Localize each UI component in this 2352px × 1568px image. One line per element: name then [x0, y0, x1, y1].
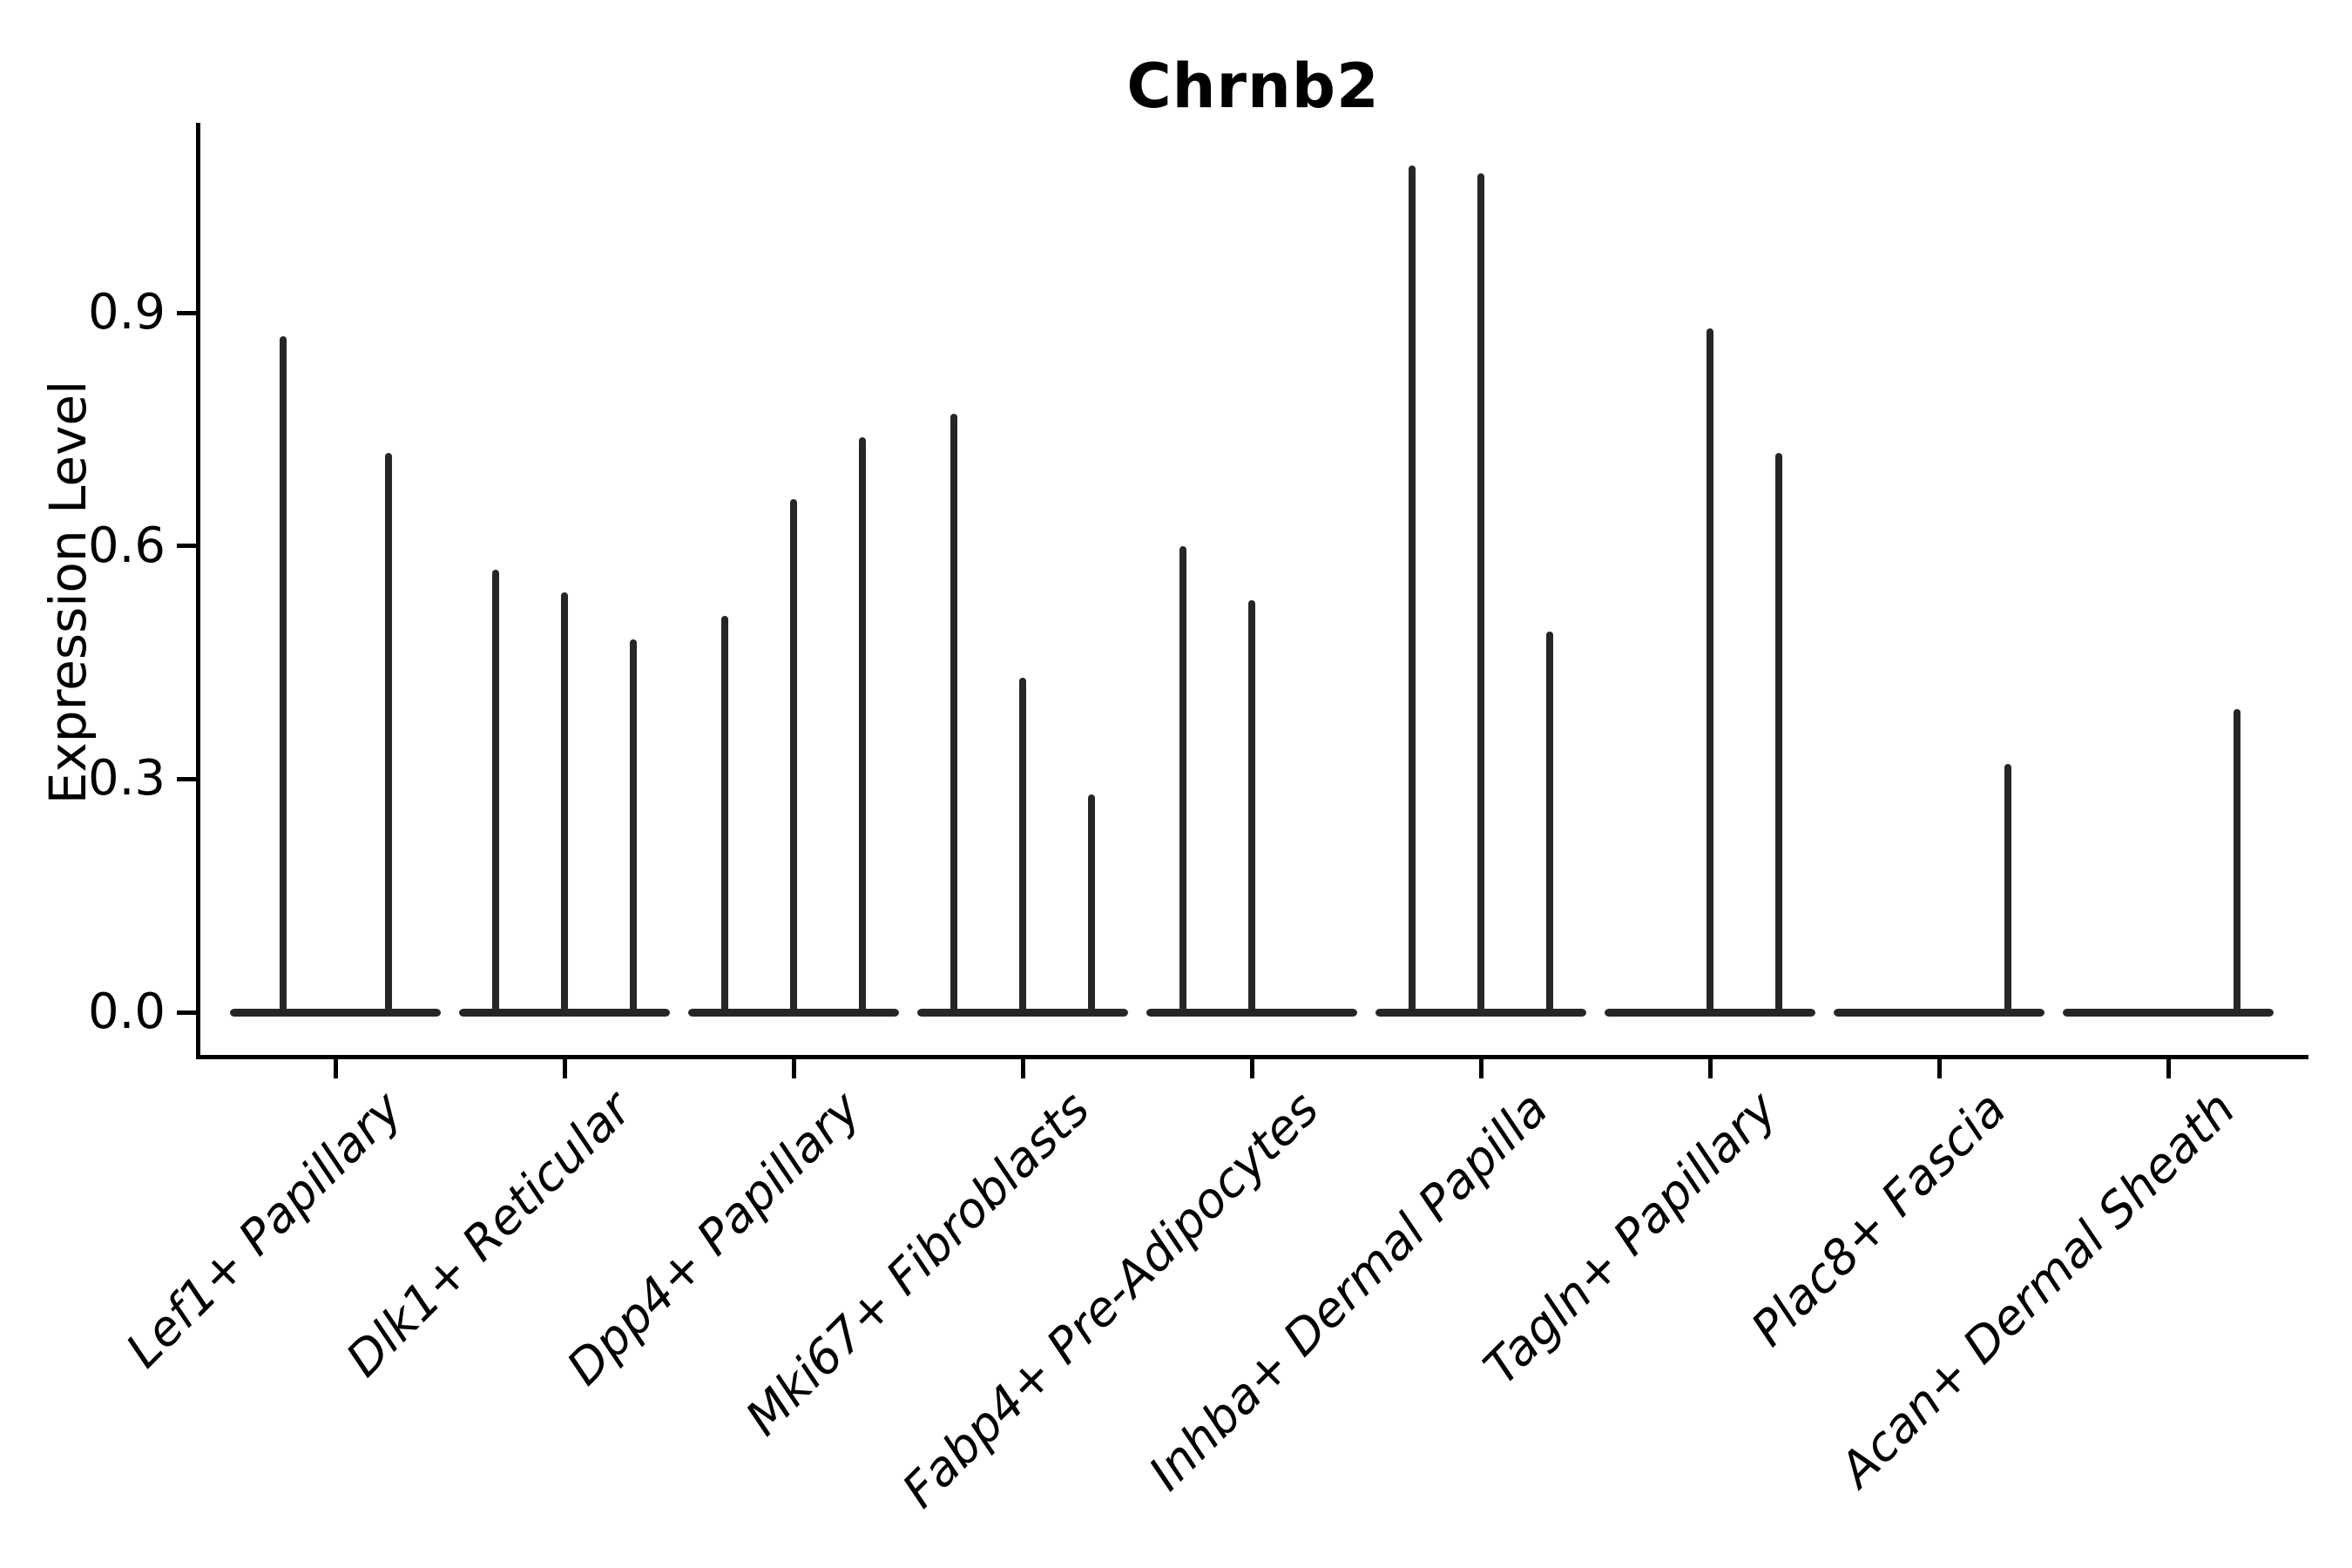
violin-spike — [561, 592, 568, 1012]
violin-spike — [1248, 600, 1255, 1012]
y-tick-label: 0.9 — [87, 284, 166, 341]
violin-spike — [721, 616, 728, 1012]
x-tick — [2166, 1059, 2171, 1078]
x-axis-spine — [196, 1055, 2308, 1059]
violin-spike — [280, 335, 287, 1012]
x-tick — [333, 1059, 338, 1078]
x-tick — [1478, 1059, 1484, 1078]
violin-base — [1605, 1008, 1815, 1017]
y-tick-label: 0.6 — [87, 517, 166, 574]
x-tick — [791, 1059, 796, 1078]
violin-spike — [2004, 763, 2011, 1012]
violin-spike — [1019, 678, 1026, 1012]
violin-spike — [2234, 709, 2240, 1012]
violin-spike — [1179, 545, 1186, 1012]
violin-spike — [1477, 172, 1484, 1012]
violin-base — [230, 1008, 441, 1017]
y-axis-spine — [196, 123, 200, 1059]
y-tick — [177, 310, 196, 315]
violin-base — [1834, 1008, 2044, 1017]
y-tick-label: 0.3 — [87, 750, 166, 808]
x-tick — [1936, 1059, 1942, 1078]
violin-spike — [1775, 452, 1782, 1012]
violin-spike — [859, 436, 866, 1012]
violin-spike — [1088, 794, 1095, 1012]
violin-base — [688, 1008, 899, 1017]
violin-spike — [1707, 328, 1713, 1012]
violin-base — [459, 1008, 670, 1017]
violin-spike — [1409, 165, 1416, 1012]
violin-base — [2063, 1008, 2274, 1017]
x-tick — [1707, 1059, 1713, 1078]
y-tick — [177, 544, 196, 549]
y-tick-label: 0.0 — [87, 983, 166, 1040]
x-tick — [562, 1059, 567, 1078]
violin-spike — [1546, 631, 1553, 1012]
violin-spike — [385, 452, 392, 1012]
y-tick — [177, 1010, 196, 1015]
x-tick — [1249, 1059, 1254, 1078]
violin-spike — [950, 414, 957, 1012]
violin-base — [917, 1008, 1128, 1017]
chart-title: Chrnb2 — [1126, 51, 1380, 122]
violin-base — [1146, 1008, 1357, 1017]
y-tick — [177, 776, 196, 781]
violin-base — [1375, 1008, 1586, 1017]
violin-spike — [790, 499, 797, 1012]
violin-spike — [492, 569, 499, 1012]
x-tick — [1020, 1059, 1025, 1078]
violin-spike — [630, 639, 637, 1012]
